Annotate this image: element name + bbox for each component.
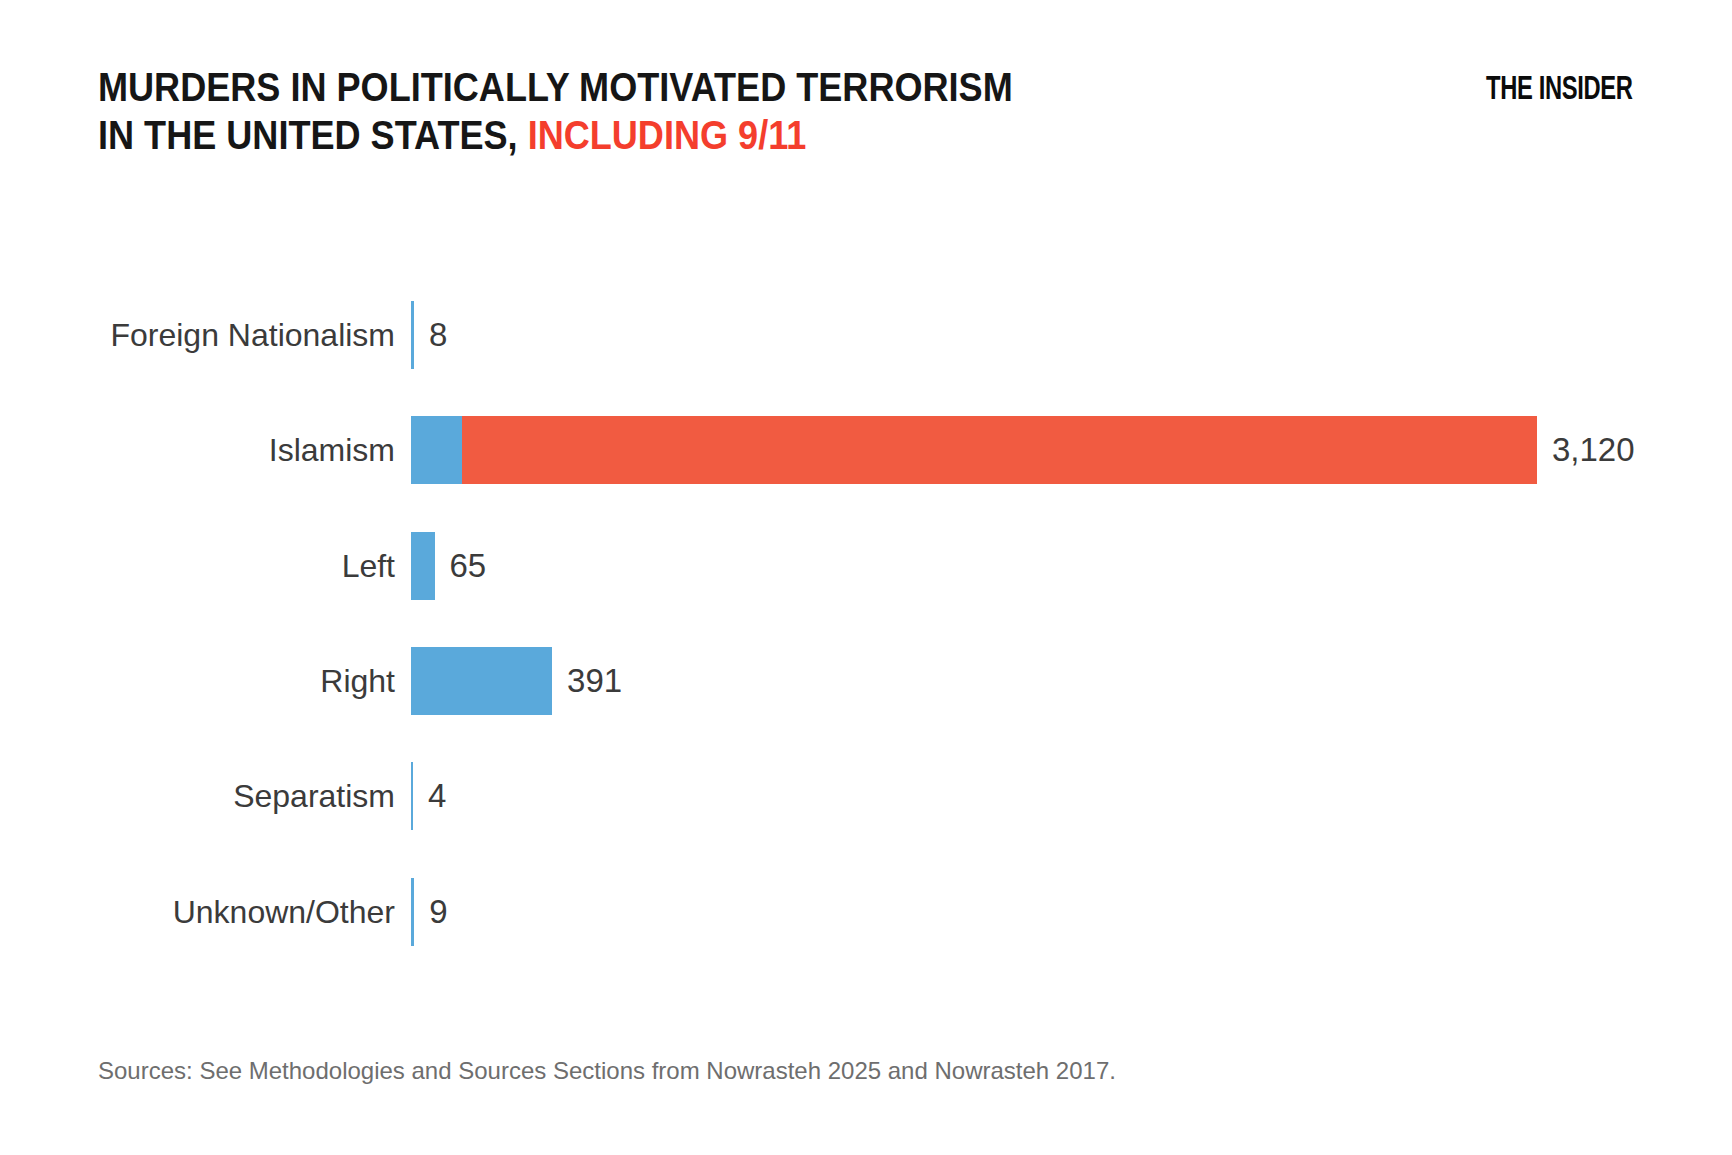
bar-segment-blue [411, 532, 435, 600]
value-label: 65 [450, 532, 487, 600]
category-label: Right [0, 647, 395, 715]
bar-track: 391 [411, 647, 622, 715]
bar-segment-blue [411, 416, 462, 484]
chart-row: Right 391 [0, 647, 1732, 715]
bar-track: 3,120 [411, 416, 1635, 484]
chart-title: MURDERS IN POLITICALLY MOTIVATED TERRORI… [98, 63, 1013, 159]
category-label: Separatism [0, 762, 395, 830]
bar-track: 9 [411, 878, 448, 946]
chart-title-line2-black: IN THE UNITED STATES, [98, 112, 528, 158]
bar-segment-blue [411, 301, 414, 369]
category-label: Foreign Nationalism [0, 301, 395, 369]
chart-title-line2: IN THE UNITED STATES, INCLUDING 9/11 [98, 111, 1013, 159]
category-label: Islamism [0, 416, 395, 484]
value-label: 391 [567, 647, 622, 715]
chart-row: Separatism 4 [0, 762, 1732, 830]
value-label: 8 [429, 301, 447, 369]
chart-row: Left 65 [0, 532, 1732, 600]
chart-row: Islamism 3,120 [0, 416, 1732, 484]
bar-segment-red-9-11 [462, 416, 1537, 484]
chart-row: Unknown/Other 9 [0, 878, 1732, 946]
category-label: Unknown/Other [0, 878, 395, 946]
category-label: Left [0, 532, 395, 600]
bar-segment-blue [411, 762, 413, 830]
bar-track: 65 [411, 532, 486, 600]
chart-title-line2-red: INCLUDING 9/11 [528, 112, 807, 158]
value-label: 3,120 [1552, 416, 1635, 484]
value-label: 4 [428, 762, 446, 830]
bar-segment-blue [411, 878, 414, 946]
bar-segment-blue [411, 647, 552, 715]
publisher-logo: THE INSIDER [1486, 71, 1633, 104]
bar-track: 8 [411, 301, 447, 369]
value-label: 9 [429, 878, 447, 946]
bar-track: 4 [411, 762, 446, 830]
chart-row: Foreign Nationalism 8 [0, 301, 1732, 369]
chart-title-line1: MURDERS IN POLITICALLY MOTIVATED TERRORI… [98, 63, 1013, 111]
sources-note: Sources: See Methodologies and Sources S… [98, 1057, 1116, 1085]
infographic-canvas: MURDERS IN POLITICALLY MOTIVATED TERRORI… [0, 0, 1732, 1155]
